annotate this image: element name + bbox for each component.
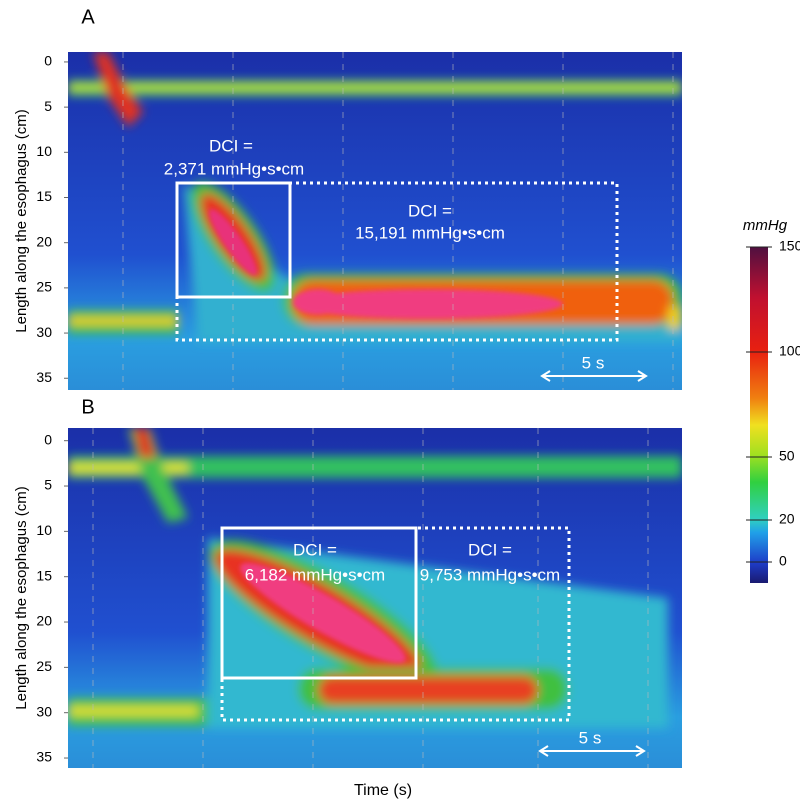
y-tick-label: 35 (36, 369, 52, 385)
scale-label: 5 s (582, 353, 605, 372)
annotation: DCI = (468, 540, 512, 559)
scale-label: 5 s (579, 728, 602, 747)
panel-label: B (81, 396, 94, 418)
y-tick-label: 15 (36, 188, 52, 204)
x-axis-label: Time (s) (354, 782, 412, 799)
colorbar-label: mmHg (743, 217, 788, 234)
heatmap-a (68, 52, 682, 390)
y-tick-label: 10 (36, 143, 52, 159)
panel-label: A (81, 6, 95, 28)
annotation: 2,371 mmHg•s•cm (164, 159, 304, 178)
y-tick-label: 10 (36, 522, 52, 538)
colorbar-tick-label: 100 (779, 343, 800, 359)
heatmap-b (68, 428, 682, 768)
annotation: DCI = (209, 136, 253, 155)
y-tick-label: 20 (36, 613, 52, 629)
annotation: 15,191 mmHg•s•cm (355, 223, 505, 242)
y-tick-label: 20 (36, 233, 52, 249)
colorbar-tick-label: 50 (779, 448, 795, 464)
annotation: 6,182 mmHg•s•cm (245, 565, 385, 584)
colorbar-tick-label: 0 (779, 553, 787, 569)
y-tick-label: 15 (36, 567, 52, 583)
annotation: 9,753 mmHg•s•cm (420, 565, 560, 584)
y-tick-label: 0 (44, 431, 52, 447)
annotation: DCI = (408, 201, 452, 220)
colorbar-tick-label: 20 (779, 511, 795, 527)
y-axis-label: Length along the esophagus (cm) (13, 486, 30, 709)
y-tick-label: 30 (36, 324, 52, 340)
y-tick-label: 25 (36, 658, 52, 674)
y-tick-label: 30 (36, 703, 52, 719)
y-tick-label: 25 (36, 279, 52, 295)
colorbar-tick-label: 150 (779, 238, 800, 254)
y-tick-label: 5 (44, 477, 52, 493)
annotation: DCI = (293, 540, 337, 559)
y-tick-label: 35 (36, 749, 52, 765)
colorbar (750, 247, 768, 583)
y-axis-label: Length along the esophagus (cm) (13, 109, 30, 332)
y-tick-label: 0 (44, 53, 52, 69)
y-tick-label: 5 (44, 98, 52, 114)
